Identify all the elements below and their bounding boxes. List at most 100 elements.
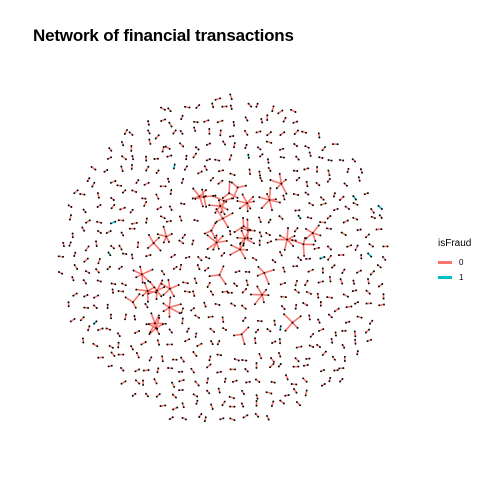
account-node-311 (356, 203, 359, 206)
account-node-368 (120, 231, 123, 234)
account-node-768 (172, 358, 174, 361)
account-node-927 (270, 405, 273, 407)
account-node-146 (230, 154, 233, 157)
account-node-496 (238, 270, 241, 273)
account-node-1018 (161, 323, 164, 326)
account-node-574 (230, 291, 233, 294)
account-node-554 (381, 283, 384, 285)
account-node-309 (348, 208, 350, 210)
account-node-704 (334, 331, 337, 334)
account-node-891 (208, 392, 211, 395)
transaction-edge-504 (209, 274, 220, 277)
account-node-1001 (242, 244, 245, 247)
account-node-885 (175, 396, 177, 399)
account-node-723 (140, 343, 143, 346)
account-node-1017 (158, 316, 161, 319)
account-node-1094 (135, 276, 138, 279)
account-node-1126 (311, 232, 314, 234)
account-node-462 (323, 256, 326, 258)
account-node-294 (159, 206, 162, 209)
account-node-689 (194, 335, 197, 338)
account-node-48 (266, 114, 269, 117)
account-node-571 (212, 293, 214, 296)
account-node-794 (331, 355, 334, 358)
transaction-edge-570 (263, 272, 270, 285)
account-node-500 (282, 266, 285, 269)
transaction-edge-558 (210, 230, 216, 239)
account-node-524 (110, 282, 113, 285)
account-node-1013 (268, 199, 271, 201)
account-node-685 (170, 331, 173, 334)
account-node-883 (155, 395, 158, 398)
account-node-834 (323, 369, 326, 371)
account-node-628 (350, 305, 353, 308)
account-node-160 (318, 156, 321, 159)
account-node-301 (294, 209, 297, 212)
account-node-1054 (275, 238, 278, 241)
account-node-39 (203, 120, 206, 123)
account-node-362 (81, 226, 84, 229)
account-node-873 (320, 384, 323, 387)
account-node-995 (284, 178, 287, 181)
account-node-862 (254, 378, 257, 381)
transaction-edge-623 (241, 194, 248, 204)
transaction-edge-586 (222, 192, 230, 199)
account-node-1140 (267, 294, 270, 297)
account-node-307 (333, 209, 336, 212)
account-node-720 (130, 345, 133, 348)
account-node-542 (306, 279, 309, 282)
account-node-445 (184, 256, 187, 259)
account-node-589 (347, 295, 349, 298)
account-node-375 (229, 233, 232, 236)
account-node-867 (286, 378, 289, 381)
account-node-1043 (160, 295, 163, 298)
account-node-4 (160, 106, 162, 109)
account-node-1035 (215, 220, 218, 223)
account-node-570 (209, 290, 212, 293)
transaction-edge-481 (150, 313, 156, 324)
account-node-532 (208, 281, 211, 284)
account-node-822 (244, 368, 247, 370)
account-node-343 (281, 217, 284, 220)
account-node-708 (353, 330, 356, 333)
account-node-780 (241, 359, 244, 361)
account-node-741 (279, 342, 282, 345)
account-node-903 (284, 394, 287, 397)
account-node-744 (308, 344, 311, 347)
account-node-534 (233, 282, 236, 285)
account-node-419 (346, 245, 349, 248)
account-node-272 (333, 192, 336, 195)
account-node-728 (188, 338, 191, 341)
account-node-929 (282, 402, 285, 405)
account-node-1112 (244, 257, 247, 260)
account-node-740 (278, 338, 281, 341)
account-node-934 (181, 416, 184, 419)
account-node-1132 (249, 207, 252, 210)
account-node-718 (117, 341, 120, 344)
account-node-112 (256, 146, 259, 149)
account-node-549 (341, 282, 344, 285)
account-node-289 (119, 208, 122, 211)
account-node-183 (183, 168, 186, 171)
account-node-670 (356, 315, 359, 318)
account-node-231 (217, 182, 220, 185)
plot-title: Network of financial transactions (33, 26, 294, 45)
account-node-1060 (283, 248, 286, 251)
account-node-665 (318, 321, 321, 324)
account-node-811 (171, 367, 174, 370)
account-node-970 (205, 189, 207, 192)
account-node-475 (61, 272, 64, 275)
account-node-137 (166, 155, 169, 158)
transaction-edge-597 (147, 290, 157, 294)
account-node-201 (303, 168, 306, 171)
account-node-274 (342, 195, 345, 198)
transaction-edge-629 (254, 294, 263, 305)
legend-item-0: 0 (438, 255, 471, 270)
account-node-232 (259, 177, 262, 179)
account-node-688 (195, 332, 198, 335)
account-node-913 (182, 406, 185, 409)
account-node-450 (223, 252, 226, 254)
account-node-1031 (220, 211, 223, 214)
transaction-edge-479 (149, 322, 156, 333)
account-node-374 (229, 230, 231, 232)
